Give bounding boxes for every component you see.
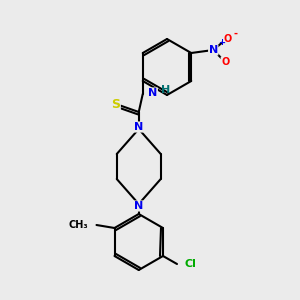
Text: H: H: [161, 85, 170, 95]
Text: N: N: [134, 201, 143, 211]
Text: O: O: [223, 34, 231, 44]
Text: O: O: [221, 57, 230, 67]
Text: CH₃: CH₃: [69, 220, 88, 230]
Text: +: +: [218, 38, 225, 47]
Text: -: -: [233, 29, 237, 39]
Text: Cl: Cl: [185, 259, 197, 269]
Text: S: S: [111, 98, 120, 112]
Text: N: N: [148, 88, 158, 98]
Text: N: N: [208, 45, 218, 55]
Text: N: N: [134, 122, 143, 132]
